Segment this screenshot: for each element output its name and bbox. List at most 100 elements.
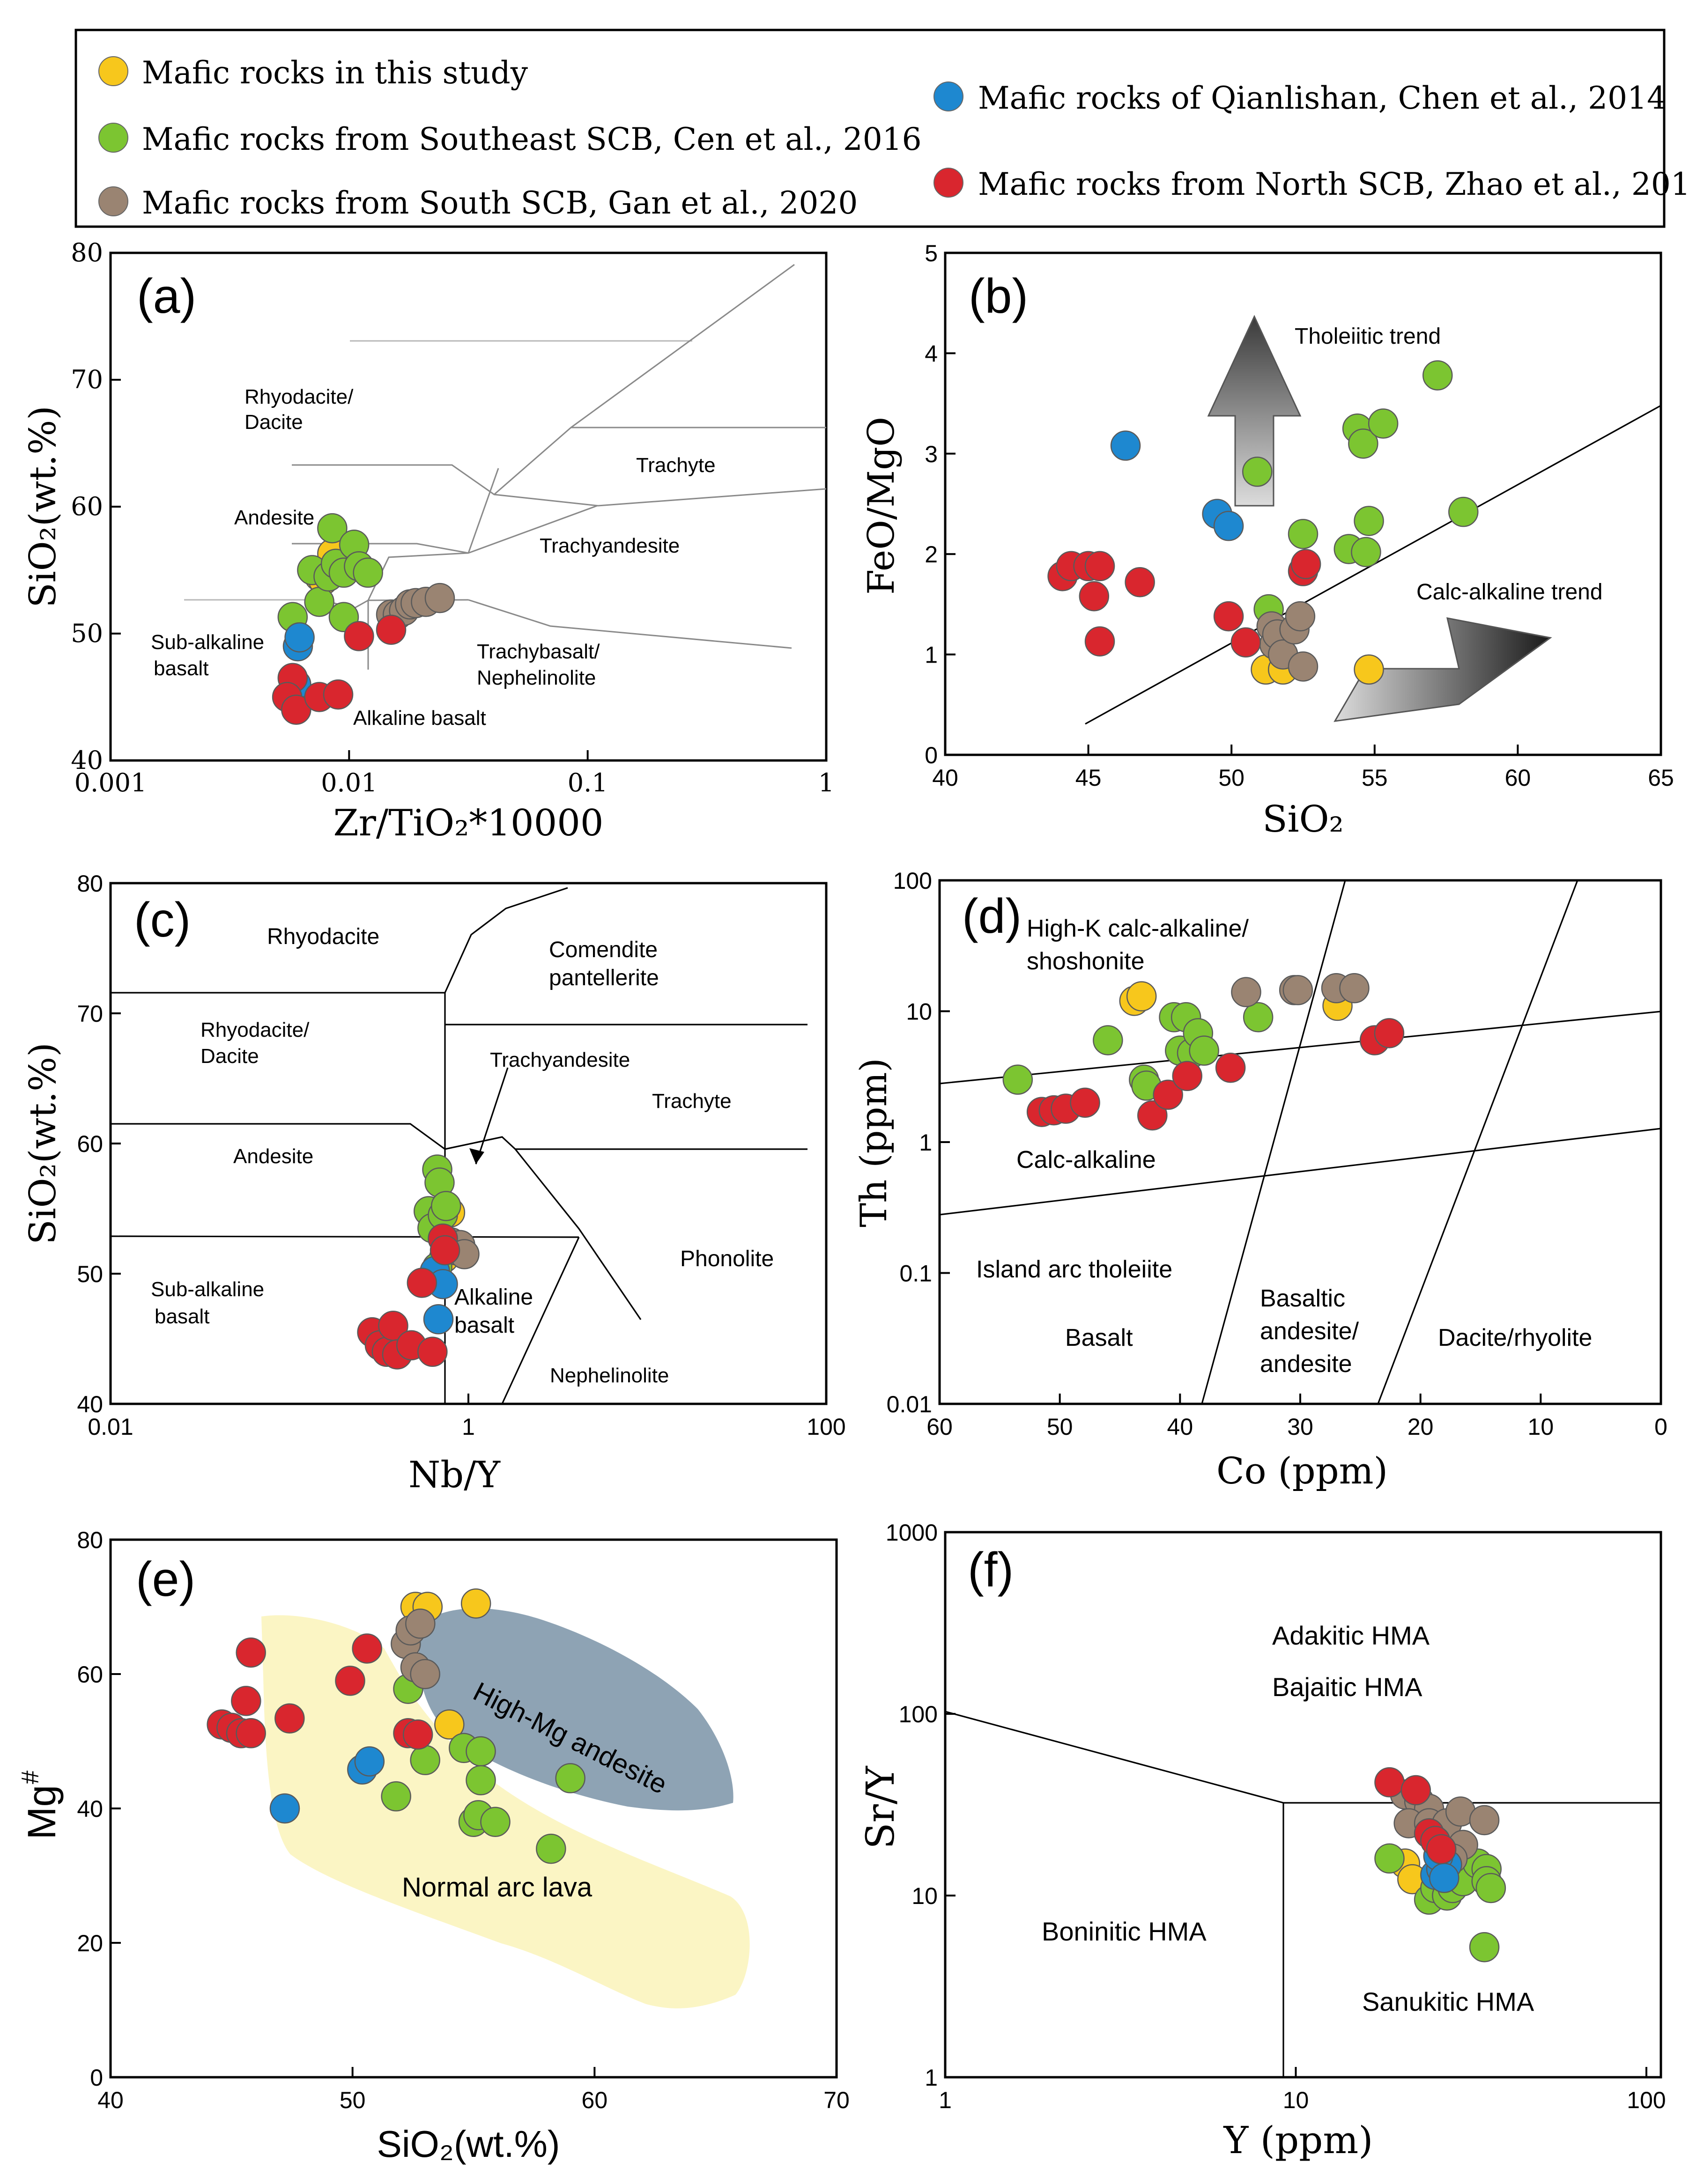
panel-a-field-rhyodacite: Rhyodacite/: [244, 385, 354, 408]
panel-c-field-dacite: Dacite: [200, 1045, 259, 1068]
panel-b-field-tholeiitic: Tholeiitic trend: [1295, 324, 1441, 349]
panel-a-points: [272, 513, 455, 725]
panel-d-xtick-label: 40: [1167, 1414, 1193, 1440]
panel-b-tag: (b): [969, 269, 1028, 324]
panel-c-ytick-label: 60: [77, 1131, 103, 1157]
panel-f-xtick-label: 1: [939, 2087, 952, 2113]
panel-b-point-brown: [1285, 601, 1316, 632]
panel-b-xtick-label: 40: [932, 765, 958, 791]
panel-b-ylabel: FeO/MgO: [860, 417, 903, 595]
panel-b-point-yellow: [1354, 654, 1384, 685]
panel-a-point-red: [281, 694, 311, 725]
panel-b-point-green: [1422, 360, 1453, 391]
panel-e-point-green: [381, 1781, 411, 1812]
panel-e-point-yellow: [434, 1709, 465, 1740]
panel-b-point-green: [1348, 428, 1378, 459]
panel-b-xtick-label: 50: [1218, 765, 1245, 791]
panel-b-point-red: [1213, 601, 1244, 632]
panel-f-field-bajaitic: Bajaitic HMA: [1272, 1672, 1422, 1702]
panel-e-xtick-label: 40: [97, 2087, 124, 2113]
panel-b-points: [1047, 360, 1479, 685]
panel-e-ylabel: Mg: [20, 1785, 64, 1840]
panel-e-xtick-label: 60: [582, 2087, 608, 2113]
panel-c-ticks: 0.01 1 100 40 50 60 70 80: [77, 871, 845, 1440]
panel-a-ytick-label: 50: [71, 619, 103, 648]
panel-f-ytick-label: 100: [899, 1701, 938, 1727]
panel-d-point-yellow: [1126, 981, 1157, 1011]
panel-f-field-sanukitic: Sanukitic HMA: [1362, 1987, 1534, 2016]
panel-b-ytick-label: 0: [925, 742, 938, 768]
panel-d-point-green: [1243, 1002, 1274, 1033]
panel-e-point-red: [274, 1703, 305, 1734]
panel-d-field-calcalkaline: Calc-alkaline: [1016, 1146, 1156, 1173]
panel-e-point-red: [352, 1633, 382, 1664]
panel-d-points: [1002, 973, 1405, 1131]
panel-b-field-calcalkaline: Calc-alkaline trend: [1416, 580, 1603, 605]
panel-f-point-green: [1475, 1873, 1506, 1904]
panel-c-xlabel: Nb/Y: [408, 1454, 501, 1496]
panel-d-point-brown: [1339, 973, 1370, 1003]
panel-a-point-green: [304, 587, 334, 617]
panel-f-point-blue: [1429, 1863, 1459, 1893]
panel-e-points: [207, 1588, 585, 1864]
panel-e-point-green: [410, 1745, 440, 1775]
panel-b-xtick-label: 55: [1362, 765, 1388, 791]
panel-a-field-andesite: Andesite: [234, 506, 314, 529]
panel-d-xtick-label: 0: [1654, 1414, 1667, 1440]
panel-d-point-red: [1172, 1061, 1202, 1092]
panel-c-xtick-label: 0.01: [88, 1414, 133, 1440]
panel-b-point-red: [1230, 627, 1261, 658]
panel-c-points: [357, 1154, 480, 1370]
panel-d-ylabel: Th (ppm): [853, 1058, 895, 1227]
panel-e-point-red: [236, 1718, 266, 1749]
panel-a-point-green: [317, 513, 348, 544]
panel-a-point-blue: [284, 622, 315, 653]
panel-c-point-red: [417, 1336, 448, 1367]
panel-d-field-andesite2: andesite: [1260, 1350, 1352, 1378]
panel-d-field-iat: Island arc tholeiite: [976, 1256, 1172, 1283]
panel-e-xlabel: SiO₂(wt.%): [377, 2123, 560, 2165]
panel-d-ytick-label: 0.01: [887, 1391, 932, 1417]
panel-a-xtick-label: 1: [818, 768, 834, 797]
panel-c-point-blue: [423, 1304, 454, 1335]
panel-e-point-red: [335, 1666, 365, 1696]
panel-a-xlabel: Zr/TiO₂*10000: [333, 802, 603, 844]
panel-b-xtick-label: 65: [1648, 765, 1674, 791]
panel-b-point-green: [1448, 496, 1479, 527]
panel-d-ytick-label: 100: [893, 868, 932, 894]
panel-a-field-subalkaline: Sub-alkaline: [151, 631, 264, 654]
panel-b-ytick-label: 3: [925, 441, 938, 467]
panel-c-field-alkaline-basalt: basalt: [454, 1313, 514, 1338]
panel-a-ytick-label: 40: [71, 745, 103, 775]
panel-f-point-green: [1469, 1932, 1500, 1963]
panel-b-point-green: [1354, 506, 1384, 536]
panel-b-xlabel: SiO₂: [1262, 798, 1344, 841]
panel-b-ytick-label: 2: [925, 541, 938, 568]
legend-label-yellow: Mafic rocks in this study: [142, 55, 528, 91]
panel-d-field-shoshonite: shoshonite: [1027, 948, 1145, 975]
panel-b-point-green: [1242, 457, 1273, 487]
panel-b: (b) Tholeiitic trend Calc-alkaline trend…: [860, 240, 1674, 841]
panel-a-ytick-label: 60: [71, 492, 103, 521]
panel-a-field-dacite: Dacite: [244, 411, 303, 434]
panel-f-points: [1374, 1767, 1506, 1963]
panel-d-point-green: [1093, 1025, 1123, 1055]
legend-marker-green: [98, 123, 128, 153]
panel-f-field-adakitic: Adakitic HMA: [1272, 1621, 1430, 1650]
panel-d-field-basaltic: Basaltic: [1260, 1285, 1345, 1312]
panel-a-xtick-label: 0.01: [321, 768, 377, 797]
panel-c-ytick-label: 70: [77, 1001, 103, 1027]
panel-e-point-green: [536, 1833, 566, 1864]
panel-f-ylabel: Sr/Y: [859, 1766, 903, 1849]
panel-e-point-green: [466, 1765, 496, 1795]
panel-c-field-basalt: basalt: [155, 1305, 209, 1328]
panel-f-xlabel: Y (ppm): [1223, 2118, 1373, 2162]
panel-b-point-red: [1084, 551, 1115, 582]
panel-e-xtick-label: 50: [340, 2087, 366, 2113]
panel-c-field-trachyte: Trachyte: [652, 1090, 732, 1113]
panel-b-ytick-label: 4: [925, 340, 938, 367]
panel-e-point-green: [555, 1763, 585, 1793]
panel-f-point-red: [1374, 1767, 1405, 1798]
